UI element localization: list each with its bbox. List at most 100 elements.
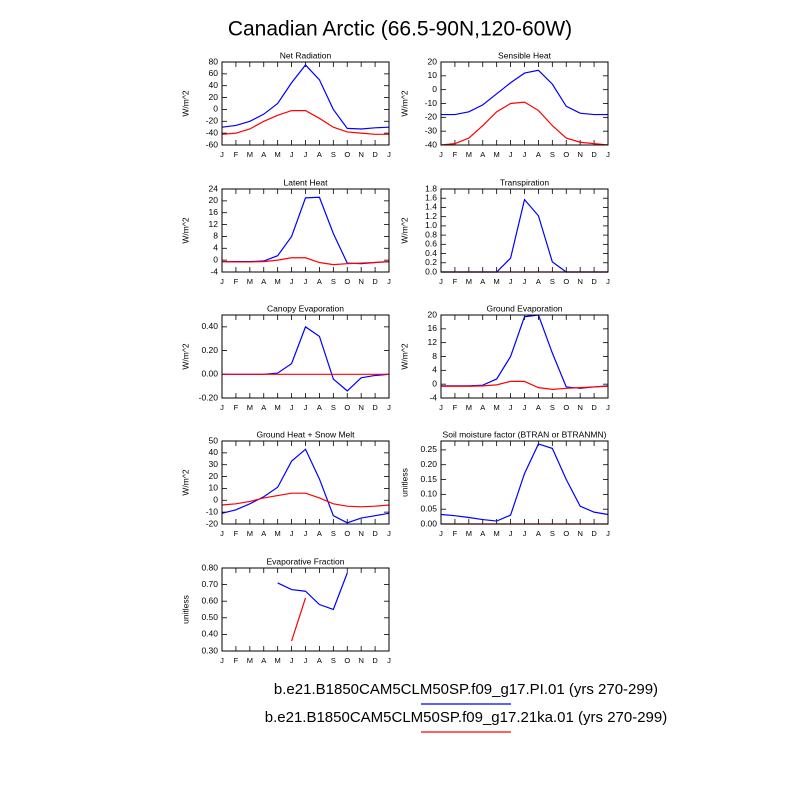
x-tick-label: O: [344, 656, 350, 665]
series-line: [222, 196, 390, 265]
x-tick-label: S: [550, 150, 555, 159]
y-tick-label: 1.4: [425, 202, 437, 212]
x-tick-label: A: [536, 529, 541, 538]
panel-title: Soil moisture factor (BTRAN or BTRANMN): [443, 429, 607, 439]
panel-title: Ground Evaporation: [486, 303, 562, 313]
x-tick-label: J: [606, 529, 610, 538]
x-tick-label: M: [466, 529, 472, 538]
y-tick-label: 20: [428, 309, 438, 319]
x-tick-label: A: [480, 150, 485, 159]
x-tick-label: S: [550, 403, 555, 412]
y-tick-label: 1.0: [425, 220, 437, 230]
y-axis-label: unitless: [399, 468, 409, 497]
x-tick-label: J: [439, 277, 443, 286]
x-tick-label: D: [372, 403, 378, 412]
y-tick-label: 0.20: [420, 459, 437, 469]
x-tick-label: N: [358, 529, 363, 538]
x-tick-label: A: [261, 656, 266, 665]
series-line: [221, 64, 390, 130]
y-tick-label: 0.25: [420, 444, 437, 454]
y-tick-label: 0: [213, 495, 218, 505]
x-tick-label: N: [358, 656, 363, 665]
x-tick-label: J: [220, 150, 224, 159]
x-tick-label: M: [275, 277, 281, 286]
x-tick-label: J: [290, 656, 294, 665]
x-tick-label: F: [453, 403, 458, 412]
y-tick-label: 0: [213, 104, 218, 114]
x-tick-label: J: [439, 403, 443, 412]
y-tick-label: -4: [210, 266, 218, 276]
x-tick-label: N: [577, 403, 582, 412]
series-line: [441, 380, 609, 390]
x-tick-label: D: [372, 277, 378, 286]
y-tick-label: 40: [209, 447, 219, 457]
x-tick-label: M: [247, 656, 253, 665]
x-tick-label: O: [563, 150, 569, 159]
x-tick-label: J: [509, 150, 513, 159]
x-tick-label: N: [358, 150, 363, 159]
legend-label: b.e21.B1850CAM5CLM50SP.f09_g17.PI.01 (yr…: [274, 681, 658, 698]
y-tick-label: -40: [206, 127, 219, 137]
x-tick-label: J: [290, 403, 294, 412]
y-tick-label: 40: [209, 80, 219, 90]
x-tick-label: J: [523, 403, 527, 412]
x-tick-label: O: [344, 403, 350, 412]
y-tick-label: 0: [432, 378, 437, 388]
x-tick-label: O: [563, 529, 569, 538]
x-tick-label: M: [247, 150, 253, 159]
y-tick-label: 50: [209, 435, 219, 445]
x-tick-label: M: [494, 403, 500, 412]
x-tick-label: M: [466, 150, 472, 159]
series-line: [440, 101, 609, 146]
x-tick-label: M: [494, 150, 500, 159]
y-tick-label: 30: [209, 459, 219, 469]
x-tick-label: N: [577, 277, 582, 286]
x-tick-label: F: [234, 277, 239, 286]
x-tick-label: J: [290, 277, 294, 286]
x-tick-label: D: [372, 529, 378, 538]
x-tick-label: M: [466, 403, 472, 412]
y-tick-label: -4: [429, 392, 437, 402]
y-tick-label: -20: [206, 518, 219, 528]
series-line: [441, 198, 608, 273]
x-tick-label: J: [290, 150, 294, 159]
x-tick-label: M: [275, 529, 281, 538]
y-tick-label: 0.60: [201, 595, 218, 605]
y-tick-label: 0.8: [425, 229, 437, 239]
x-tick-label: J: [220, 529, 224, 538]
y-axis-label: W/m^2: [399, 217, 409, 243]
y-tick-label: 0: [213, 254, 218, 264]
y-tick-label: 0.0: [425, 266, 437, 276]
x-tick-label: A: [480, 529, 485, 538]
series-line: [221, 257, 390, 266]
x-tick-label: J: [387, 656, 391, 665]
x-tick-label: D: [372, 150, 378, 159]
panel-title: Net Radiation: [280, 50, 332, 60]
y-tick-label: 1.6: [425, 192, 437, 202]
plot-frame: [440, 314, 609, 399]
plot-frame: [221, 440, 390, 525]
y-tick-label: -0.20: [199, 392, 219, 402]
y-tick-label: 24: [209, 183, 219, 193]
y-tick-label: 1.8: [425, 183, 437, 193]
figure-title: Canadian Arctic (66.5-90N,120-60W): [228, 18, 572, 41]
x-tick-label: D: [591, 529, 597, 538]
x-tick-label: O: [563, 403, 569, 412]
x-tick-label: A: [261, 403, 266, 412]
x-tick-label: A: [261, 277, 266, 286]
x-tick-label: J: [606, 150, 610, 159]
y-tick-label: 0.80: [201, 562, 218, 572]
x-tick-label: F: [234, 150, 239, 159]
x-tick-label: S: [331, 277, 336, 286]
x-tick-label: J: [304, 277, 308, 286]
y-tick-label: -30: [425, 125, 438, 135]
series-line: [291, 597, 307, 642]
x-tick-label: J: [304, 403, 308, 412]
y-tick-label: 4: [432, 365, 437, 375]
y-tick-label: 60: [209, 68, 219, 78]
panel-title: Ground Heat + Snow Melt: [256, 429, 355, 439]
x-tick-label: S: [550, 277, 555, 286]
y-tick-label: 0.50: [201, 612, 218, 622]
x-tick-label: J: [509, 403, 513, 412]
x-tick-label: J: [220, 403, 224, 412]
